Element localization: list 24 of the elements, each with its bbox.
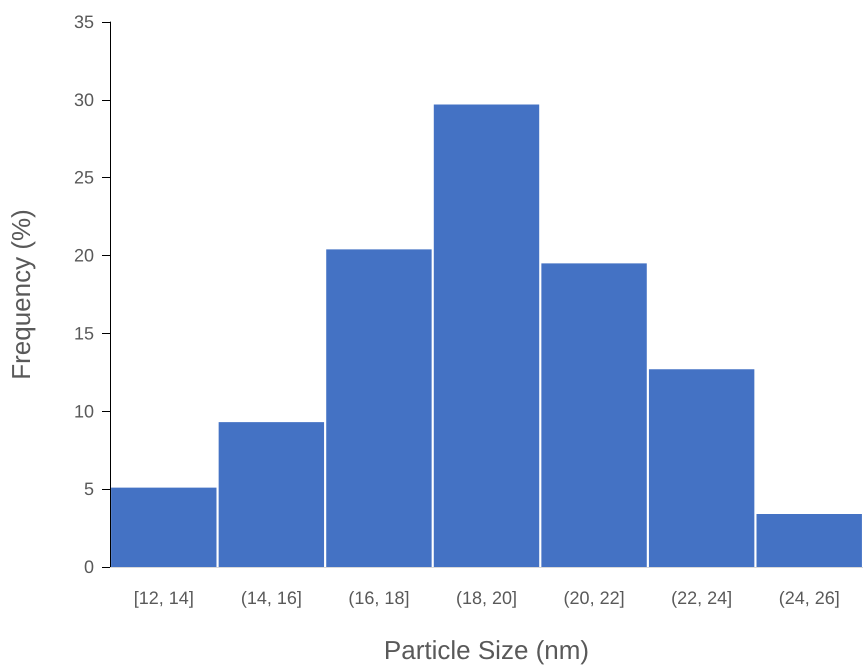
y-tick-label: 30: [74, 90, 94, 110]
y-tick-label: 15: [74, 323, 94, 344]
y-tick-label: 25: [74, 168, 94, 188]
y-tick-label: 0: [84, 557, 94, 577]
y-tick-label: 5: [84, 479, 94, 500]
x-tick-label: (16, 18]: [348, 588, 410, 608]
y-axis-title: Frequency (%): [6, 209, 36, 380]
x-tick-label: (18, 20]: [456, 588, 518, 608]
bar: [326, 249, 432, 567]
bar: [541, 263, 647, 567]
y-tick-label: 35: [74, 12, 94, 32]
bar: [218, 422, 324, 567]
bar: [756, 514, 862, 567]
y-tick-label: 20: [74, 246, 94, 266]
x-tick-label: (20, 22]: [564, 588, 625, 608]
y-tick-label: 10: [74, 401, 94, 422]
x-tick-label: (14, 16]: [240, 588, 302, 608]
bar: [111, 488, 216, 567]
x-tick-label: (24, 26]: [778, 588, 840, 608]
bar: [434, 104, 540, 567]
bar: [648, 369, 754, 567]
x-axis-title: Particle Size (nm): [384, 635, 590, 665]
x-tick-label: (22, 24]: [671, 588, 732, 608]
x-tick-label: [12, 14]: [134, 588, 194, 608]
